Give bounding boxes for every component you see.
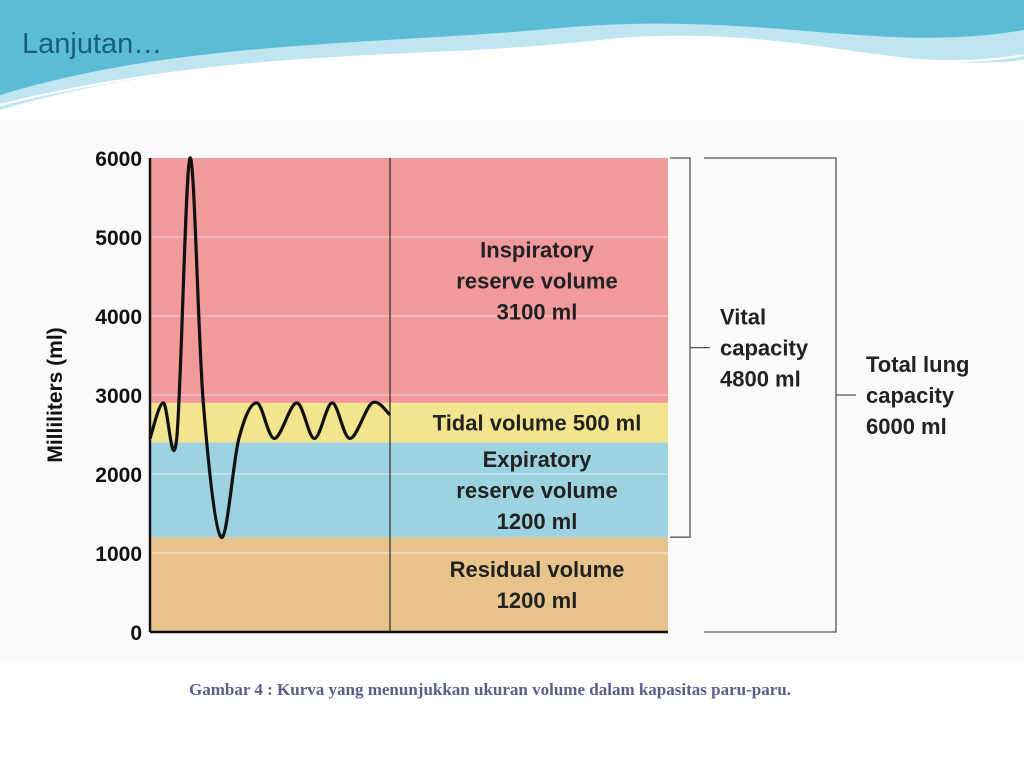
region-label-inspiratory-2: 3100 ml: [497, 299, 578, 324]
header-wave-line: [0, 39, 1024, 106]
region-label-expiratory-2: 1200 ml: [497, 509, 578, 534]
y-tick-label-6000: 6000: [95, 148, 142, 171]
region-tidal: [150, 402, 668, 443]
region-label-residual-0: Residual volume: [450, 557, 625, 582]
region-label-expiratory-1: reserve volume: [456, 478, 617, 503]
region-label-inspiratory-0: Inspiratory: [480, 237, 594, 262]
region-label-tidal-0: Tidal volume 500 ml: [433, 411, 642, 436]
capacity-label-vital-2: 4800 ml: [720, 367, 801, 392]
figure-caption: Gambar 4 : Kurva yang menunjukkan ukuran…: [189, 680, 791, 699]
capacity-label-total-1: capacity: [866, 383, 955, 408]
y-tick-label-0: 0: [130, 622, 142, 645]
lung-volume-chart-panel: 0 1000 2000 3000 4000 5000 6000 Milliliters (ml…: [0, 120, 1024, 660]
capacity-label-vital-1: capacity: [720, 336, 809, 361]
lung-volume-chart: 0 1000 2000 3000 4000 5000 6000 Milliliters (ml…: [44, 148, 969, 645]
capacity-brackets: Vital capacity 4800 ml Total lung capacity 60…: [670, 157, 969, 633]
y-tick-label-1000: 1000: [95, 543, 142, 566]
region-inspiratory: [150, 158, 668, 403]
gridlines: [150, 158, 668, 632]
capacity-label-total-0: Total lung: [866, 352, 969, 377]
region-residual: [150, 537, 668, 632]
region-label-inspiratory-1: reserve volume: [456, 268, 617, 293]
slide-title: Lanjutan…: [22, 28, 163, 60]
capacity-label-vital-0: Vital: [720, 305, 766, 330]
y-axis-title: Milliliters (ml): [44, 327, 67, 462]
y-tick-label-2000: 2000: [95, 464, 142, 487]
region-label-expiratory-0: Expiratory: [483, 447, 593, 472]
bracket-total: [704, 157, 837, 633]
y-axis: 0 1000 2000 3000 4000 5000 6000 Milliliters (ml…: [44, 148, 668, 645]
region-labels: Residual volume 1200 ml Expiratory reserve …: [433, 237, 642, 613]
header-wave-dark: [0, 0, 1024, 95]
y-tick-label-5000: 5000: [95, 227, 142, 250]
header-wave-decoration: [0, 0, 1024, 110]
region-label-residual-1: 1200 ml: [497, 588, 578, 613]
spirometer-trace-line: [148, 156, 392, 539]
y-tick-label-4000: 4000: [95, 306, 142, 329]
y-tick-label-3000: 3000: [95, 385, 142, 408]
bracket-vital: [670, 157, 691, 538]
capacity-label-total-2: 6000 ml: [866, 414, 947, 439]
spirometer-trace: [148, 156, 392, 539]
